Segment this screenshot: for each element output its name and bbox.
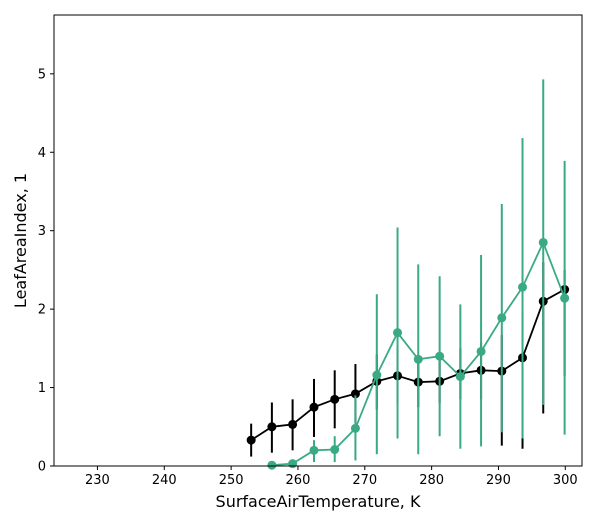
y-axis-label: LeafAreaIndex, 1 (11, 173, 30, 308)
data-point (267, 422, 277, 432)
x-axis-label: SurfaceAirTemperature, K (216, 492, 421, 511)
plot-background (54, 15, 582, 466)
data-point (309, 402, 319, 412)
x-tick-label: 280 (419, 473, 444, 488)
data-point (497, 313, 507, 323)
x-tick-label: 250 (219, 473, 244, 488)
data-point (413, 354, 423, 364)
series-2 (267, 79, 570, 470)
data-point (246, 435, 256, 445)
x-axis-ticks: 230 240 250 260 270 280 290 300 (85, 466, 578, 488)
data-point (350, 389, 360, 399)
x-tick-label: 270 (352, 473, 377, 488)
y-tick-label: 3 (38, 224, 46, 239)
x-tick-label: 260 (286, 473, 311, 488)
series-line (250, 288, 566, 441)
data-point (518, 282, 528, 292)
x-tick-label: 230 (85, 473, 110, 488)
data-point (288, 419, 298, 429)
data-point (372, 370, 382, 380)
data-point (538, 237, 548, 247)
data-point (435, 351, 445, 361)
y-tick-label: 4 (38, 146, 46, 161)
y-tick-label: 5 (38, 67, 46, 82)
y-tick-label: 2 (38, 303, 46, 318)
y-axis-ticks: 0 1 2 3 4 5 (38, 67, 54, 475)
data-point (560, 293, 570, 303)
data-point (350, 423, 360, 433)
y-tick-label: 0 (38, 460, 46, 475)
data-point (393, 328, 403, 338)
data-point (288, 459, 298, 469)
x-tick-label: 240 (152, 473, 177, 488)
data-point (476, 346, 486, 356)
x-tick-label: 290 (486, 473, 511, 488)
plot-frame (53, 14, 583, 467)
data-point (267, 460, 277, 470)
series-layer (246, 79, 570, 470)
data-point (330, 394, 340, 404)
y-tick-label: 1 (38, 381, 46, 396)
data-point (330, 445, 340, 455)
x-tick-label: 300 (553, 473, 578, 488)
data-point (309, 445, 319, 455)
data-point (455, 372, 465, 382)
